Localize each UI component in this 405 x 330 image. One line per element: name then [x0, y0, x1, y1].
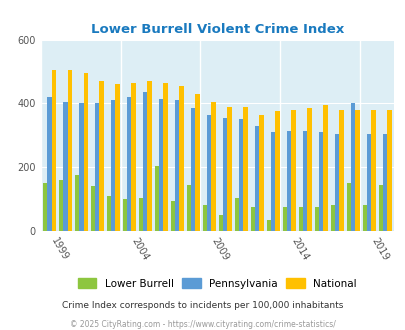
Bar	[222, 118, 227, 231]
Bar	[254, 126, 259, 231]
Bar	[171, 201, 175, 231]
Bar	[239, 119, 243, 231]
Bar	[63, 102, 67, 231]
Bar	[127, 97, 131, 231]
Bar	[147, 81, 151, 231]
Bar	[143, 92, 147, 231]
Bar	[298, 207, 302, 231]
Bar	[159, 99, 163, 231]
Text: Crime Index corresponds to incidents per 100,000 inhabitants: Crime Index corresponds to incidents per…	[62, 301, 343, 310]
Bar	[75, 175, 79, 231]
Bar	[354, 110, 359, 231]
Bar	[377, 185, 382, 231]
Bar	[362, 206, 366, 231]
Bar	[47, 97, 51, 231]
Bar	[107, 196, 111, 231]
Bar	[202, 206, 207, 231]
Bar	[250, 207, 254, 231]
Bar	[95, 103, 99, 231]
Bar	[211, 102, 215, 231]
Bar	[318, 132, 322, 231]
Bar	[91, 186, 95, 231]
Bar	[218, 215, 222, 231]
Bar	[179, 86, 183, 231]
Bar	[59, 180, 63, 231]
Bar	[163, 83, 167, 231]
Bar	[186, 185, 191, 231]
Bar	[195, 94, 199, 231]
Bar	[270, 132, 275, 231]
Bar	[386, 110, 390, 231]
Bar	[99, 81, 104, 231]
Bar	[302, 131, 307, 231]
Bar	[282, 207, 286, 231]
Bar	[275, 112, 279, 231]
Text: © 2025 CityRating.com - https://www.cityrating.com/crime-statistics/: © 2025 CityRating.com - https://www.city…	[70, 319, 335, 329]
Bar	[286, 131, 290, 231]
Bar	[322, 105, 327, 231]
Bar	[350, 103, 354, 231]
Bar	[83, 73, 87, 231]
Bar	[123, 199, 127, 231]
Bar	[370, 110, 375, 231]
Bar	[314, 207, 318, 231]
Bar	[307, 108, 311, 231]
Bar	[207, 115, 211, 231]
Bar	[67, 70, 72, 231]
Bar	[111, 100, 115, 231]
Bar	[339, 110, 343, 231]
Bar	[115, 84, 119, 231]
Bar	[79, 103, 83, 231]
Bar	[346, 183, 350, 231]
Bar	[154, 166, 159, 231]
Bar	[227, 107, 231, 231]
Bar	[43, 183, 47, 231]
Bar	[234, 197, 239, 231]
Bar	[330, 206, 334, 231]
Bar	[243, 107, 247, 231]
Bar	[259, 115, 263, 231]
Title: Lower Burrell Violent Crime Index: Lower Burrell Violent Crime Index	[90, 23, 343, 36]
Bar	[290, 110, 295, 231]
Legend: Lower Burrell, Pennsylvania, National: Lower Burrell, Pennsylvania, National	[77, 278, 356, 288]
Bar	[139, 197, 143, 231]
Bar	[191, 108, 195, 231]
Bar	[334, 134, 339, 231]
Bar	[51, 70, 56, 231]
Bar	[131, 83, 135, 231]
Bar	[366, 134, 370, 231]
Bar	[175, 100, 179, 231]
Bar	[382, 134, 386, 231]
Bar	[266, 220, 270, 231]
